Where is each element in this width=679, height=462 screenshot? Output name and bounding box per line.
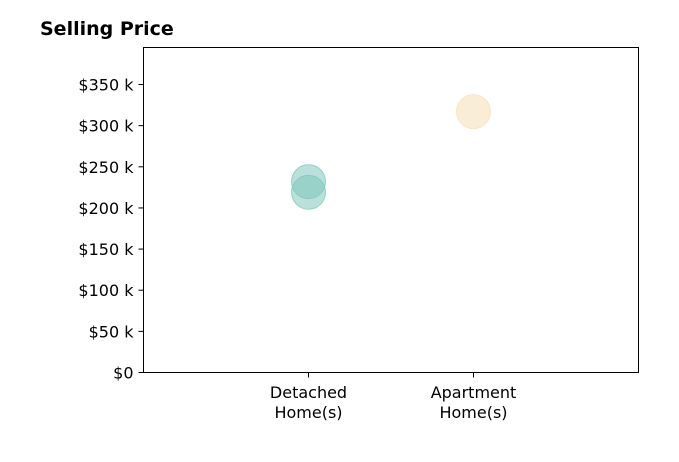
- y-tick-label: $350 k: [78, 76, 134, 95]
- y-tick-label: $300 k: [78, 117, 134, 136]
- data-point: [456, 94, 491, 130]
- x-tick-label: Detached Home(s): [270, 383, 347, 422]
- y-axis: $0 $50 k $100 k $150 k $200 k $250 k $300 k $35…: [78, 76, 144, 383]
- x-axis: Detached Home(s)Apartment Home(s): [270, 372, 517, 422]
- x-tick-label-line: Detached: [270, 383, 347, 402]
- y-tick-label: $50 k: [89, 322, 135, 341]
- y-tick-label: $0: [113, 364, 133, 383]
- chart-title: Selling Price: [40, 18, 174, 40]
- x-tick-label-line: Apartment: [431, 383, 517, 402]
- x-tick-label-line: Home(s): [274, 403, 342, 422]
- y-tick-label: $100 k: [78, 281, 134, 300]
- y-tick-label: $200 k: [78, 199, 134, 218]
- plot-frame: [143, 47, 639, 373]
- x-tick-label-line: Home(s): [439, 403, 507, 422]
- y-tick-label: $150 k: [78, 240, 134, 259]
- data-points: [291, 94, 491, 210]
- data-point: [291, 174, 326, 210]
- y-tick-label: $250 k: [78, 158, 134, 177]
- x-tick-label: Apartment Home(s): [431, 383, 517, 422]
